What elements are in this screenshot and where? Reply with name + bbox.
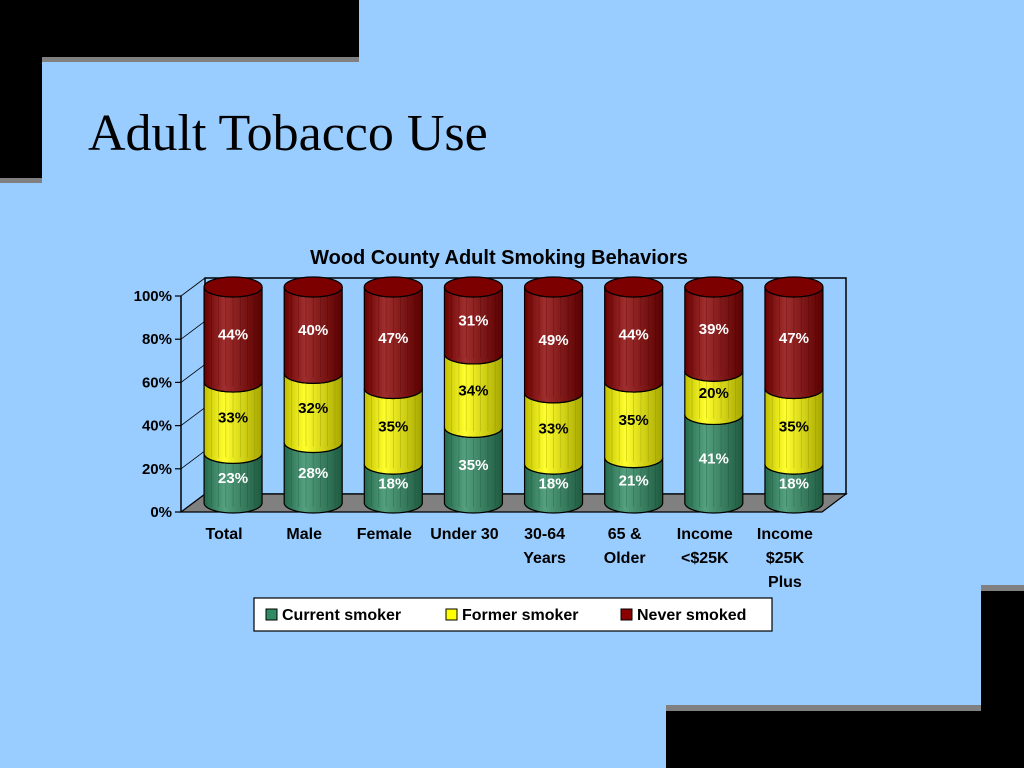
data-label: 35% xyxy=(779,418,809,435)
bar-top-cap xyxy=(283,276,343,298)
x-tick-label: Under 30 xyxy=(430,526,499,543)
data-label: 18% xyxy=(378,476,408,493)
x-tick-label: 30-64 Years xyxy=(523,526,566,567)
data-label: 47% xyxy=(779,330,809,347)
x-tick-label: Income <$25K xyxy=(677,526,733,567)
bar-top-cap xyxy=(363,276,423,298)
data-label: 47% xyxy=(378,330,408,347)
legend-label: Never smoked xyxy=(637,607,746,624)
data-label: 20% xyxy=(699,385,729,402)
data-label: 21% xyxy=(619,472,649,489)
plot-floor xyxy=(179,493,848,513)
data-label: 39% xyxy=(699,321,729,338)
legend-item: Former smoker xyxy=(445,607,579,624)
data-label: 28% xyxy=(298,465,328,482)
legend-label: Current smoker xyxy=(282,607,401,624)
bar-top-cap xyxy=(203,276,263,298)
y-tick-label: 20% xyxy=(142,461,172,478)
legend-label: Former smoker xyxy=(462,607,579,624)
y-gridline-side xyxy=(180,277,206,297)
data-label: 18% xyxy=(539,476,569,493)
data-label: 35% xyxy=(378,418,408,435)
y-tick-label: 0% xyxy=(150,504,172,521)
bar-top-cap xyxy=(443,276,504,298)
data-label: 18% xyxy=(779,476,809,493)
bar-group: 23% 33% 44% xyxy=(203,276,263,514)
legend-box xyxy=(253,597,773,632)
data-label: 23% xyxy=(218,470,248,487)
y-gridline-side xyxy=(180,407,206,426)
x-tick-label: Female xyxy=(357,526,412,543)
data-label: 35% xyxy=(458,457,488,474)
legend-swatch xyxy=(445,608,458,621)
legend-swatch xyxy=(265,608,278,621)
y-tick-label: 60% xyxy=(142,374,172,391)
y-gridline-side xyxy=(180,493,206,513)
data-label: 35% xyxy=(619,412,649,429)
data-label: 33% xyxy=(539,420,569,437)
y-gridline-side xyxy=(180,364,206,383)
data-label: 41% xyxy=(699,451,729,468)
data-label: 33% xyxy=(218,410,248,427)
x-tick-label: Total xyxy=(206,526,243,543)
bar-top-cap xyxy=(684,276,744,298)
legend-swatch xyxy=(620,608,633,621)
data-label: 32% xyxy=(298,400,328,417)
data-label: 31% xyxy=(458,312,488,329)
data-label: 40% xyxy=(298,322,328,339)
bar-group: 21% 35% 44% xyxy=(604,276,664,514)
x-tick-label: Income $25K Plus xyxy=(757,526,813,591)
legend-item: Never smoked xyxy=(620,607,746,624)
bar-group: 18% 35% 47% xyxy=(363,276,423,514)
legend: Current smoker Former smoker Never smoked xyxy=(253,597,773,632)
x-tick-label: Male xyxy=(286,526,322,543)
y-tick-label: 100% xyxy=(134,288,172,305)
data-label: 44% xyxy=(218,327,248,344)
chart-title: Wood County Adult Smoking Behaviors xyxy=(310,247,688,269)
page-title: Adult Tobacco Use xyxy=(88,105,488,162)
bar-top-cap xyxy=(604,276,664,298)
bar-group: 28% 32% 40% xyxy=(283,276,343,514)
bar-group: 18% 35% 47% xyxy=(764,276,824,514)
y-tick-label: 40% xyxy=(142,418,172,435)
bar-top-cap xyxy=(523,276,584,298)
data-label: 49% xyxy=(539,332,569,349)
bar-top-cap xyxy=(764,276,824,298)
bar-group: 35% 34% 31% xyxy=(443,276,504,514)
legend-item: Current smoker xyxy=(265,607,401,624)
data-label: 44% xyxy=(619,327,649,344)
y-gridline-side xyxy=(180,450,206,470)
x-tick-label: 65 & Older xyxy=(604,526,646,567)
y-tick-label: 80% xyxy=(142,331,172,348)
bar-group: 41% 20% 39% xyxy=(684,276,744,514)
data-label: 34% xyxy=(458,383,488,400)
y-gridline-side xyxy=(180,320,206,340)
bar-group: 18% 33% 49% xyxy=(523,276,584,514)
